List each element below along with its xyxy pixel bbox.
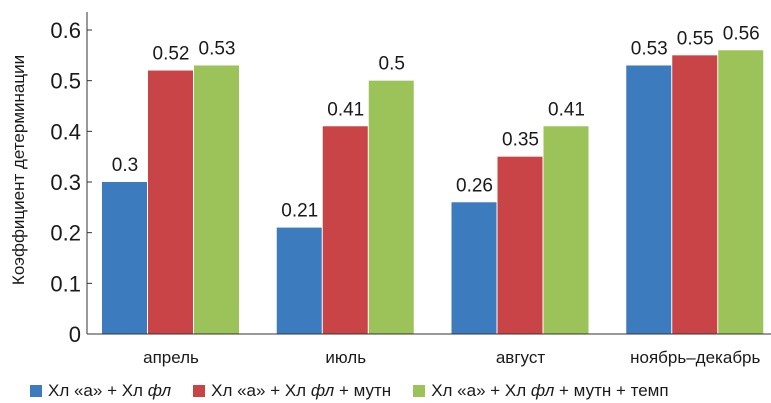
- bar: [718, 50, 764, 335]
- bars: [102, 50, 764, 335]
- data-label: 0.53: [199, 38, 236, 59]
- y-tick-label: 0.2: [50, 221, 81, 246]
- bar: [543, 126, 589, 335]
- y-axis-label: Коэффициент детерминации: [9, 55, 28, 285]
- legend: Хл «а» + Хл фл Хл «а» + Хл фл + мутн Хл «а…: [30, 380, 770, 402]
- y-axis-ticks: 0 0.1 0.2 0.3 0.4 0.5 0.6: [50, 18, 92, 347]
- bar: [102, 182, 147, 334]
- category-label: апрель: [143, 348, 199, 367]
- data-label: 0.21: [281, 201, 318, 222]
- y-tick-label: 0.1: [50, 271, 81, 296]
- category-label: ноябрь–декабрь: [630, 348, 760, 367]
- y-tick-label: 0.6: [50, 18, 81, 43]
- legend-label: Хл «а» + Хл фл: [48, 381, 172, 400]
- data-label: 0.41: [548, 99, 585, 120]
- bar-chart: Коэффициент детерминации 0 0.1 0.2 0.3 0.4 0.…: [9, 12, 771, 367]
- legend-swatch: [413, 385, 426, 397]
- category-label: август: [496, 348, 545, 367]
- data-label: 0.5: [379, 54, 405, 75]
- bar: [672, 55, 718, 334]
- legend-item: Хл «а» + Хл фл + мутн + темп: [413, 381, 669, 401]
- bar: [497, 156, 543, 334]
- data-label: 0.52: [153, 44, 190, 65]
- data-label: 0.35: [502, 130, 539, 151]
- bar: [276, 227, 322, 334]
- bar: [194, 65, 239, 334]
- legend-swatch: [193, 385, 206, 397]
- data-label: 0.26: [456, 175, 493, 196]
- legend-label: Хл «а» + Хл фл + мутн: [211, 381, 392, 400]
- legend-label: Хл «а» + Хл фл + мутн + темп: [431, 381, 669, 400]
- legend-item: Хл «а» + Хл фл: [30, 381, 171, 401]
- legend-swatch: [30, 385, 42, 397]
- data-label: 0.41: [327, 99, 364, 120]
- bar: [626, 65, 672, 334]
- y-tick-label: 0.3: [50, 170, 81, 195]
- bar: [148, 70, 193, 335]
- category-labels: апрель июль август ноябрь–декабрь: [143, 348, 760, 367]
- y-tick-label: 0: [69, 322, 81, 347]
- bar: [368, 80, 414, 335]
- y-tick-label: 0.5: [50, 69, 81, 94]
- data-label: 0.55: [677, 28, 714, 49]
- data-labels: 0.3 0.52 0.53 0.21 0.41 0.5 0.26 0.35 0.41 0.53 0.…: [112, 23, 760, 221]
- data-label: 0.56: [723, 23, 760, 44]
- category-label: июль: [325, 348, 366, 367]
- bar: [451, 202, 497, 334]
- y-tick-label: 0.4: [50, 119, 81, 144]
- data-label: 0.3: [112, 155, 138, 176]
- bar: [322, 126, 368, 335]
- data-label: 0.53: [631, 38, 668, 59]
- legend-item: Хл «а» + Хл фл + мутн: [193, 381, 391, 401]
